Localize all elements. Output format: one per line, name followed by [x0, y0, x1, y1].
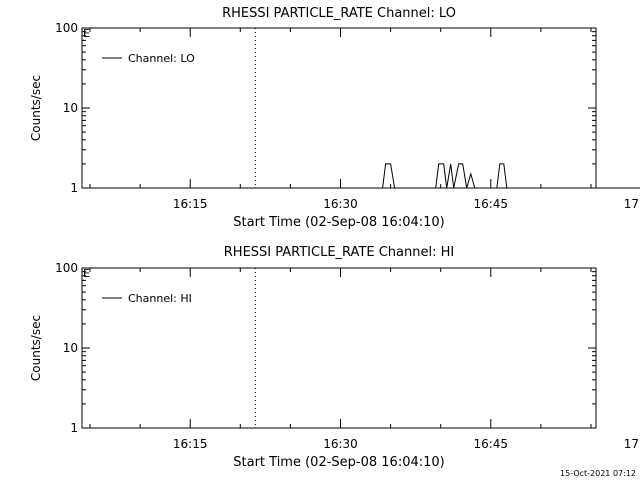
x-tick-label: 16:15: [173, 197, 208, 211]
x-axis-label: Start Time (02-Sep-08 16:04:10): [233, 455, 444, 470]
footer-timestamp: 15-Oct-2021 07:12: [560, 469, 636, 478]
y-tick-label: 10: [63, 341, 78, 355]
corner-label: E: [83, 267, 90, 280]
y-tick-label: 100: [55, 21, 78, 35]
chart-panel-2: RHESSI PARTICLE_RATE Channel: HI 1 10 100 Co…: [29, 245, 640, 470]
x-tick-label: 16:45: [473, 197, 508, 211]
legend-label: Channel: HI: [128, 292, 192, 305]
x-tick-label: 16:30: [323, 437, 358, 451]
x-tick-label: 17:00: [624, 197, 640, 211]
y-tick-label: 10: [63, 101, 78, 115]
legend: Channel: HI: [102, 292, 192, 305]
chart-panel-1: RHESSI PARTICLE_RATE Channel: LO 1 10 100 Co…: [29, 6, 640, 230]
y-axis-label: Counts/sec: [29, 315, 43, 381]
y-tick-label: 1: [70, 181, 78, 195]
chart-title: RHESSI PARTICLE_RATE Channel: HI: [224, 245, 454, 260]
legend: Channel: LO: [102, 52, 195, 65]
x-tick-label: 16:30: [323, 197, 358, 211]
x-tick-label: 16:45: [473, 437, 508, 451]
y-axis-label: Counts/sec: [29, 75, 43, 141]
series-line: [382, 163, 640, 189]
legend-label: Channel: LO: [128, 52, 195, 65]
x-tick-label: 16:15: [173, 437, 208, 451]
chart-title: RHESSI PARTICLE_RATE Channel: LO: [222, 6, 456, 21]
x-axis-label: Start Time (02-Sep-08 16:04:10): [233, 215, 444, 230]
x-tick-label: 17:00: [624, 437, 640, 451]
corner-label: E: [83, 27, 90, 40]
y-tick-label: 1: [70, 421, 78, 435]
y-tick-label: 100: [55, 261, 78, 275]
